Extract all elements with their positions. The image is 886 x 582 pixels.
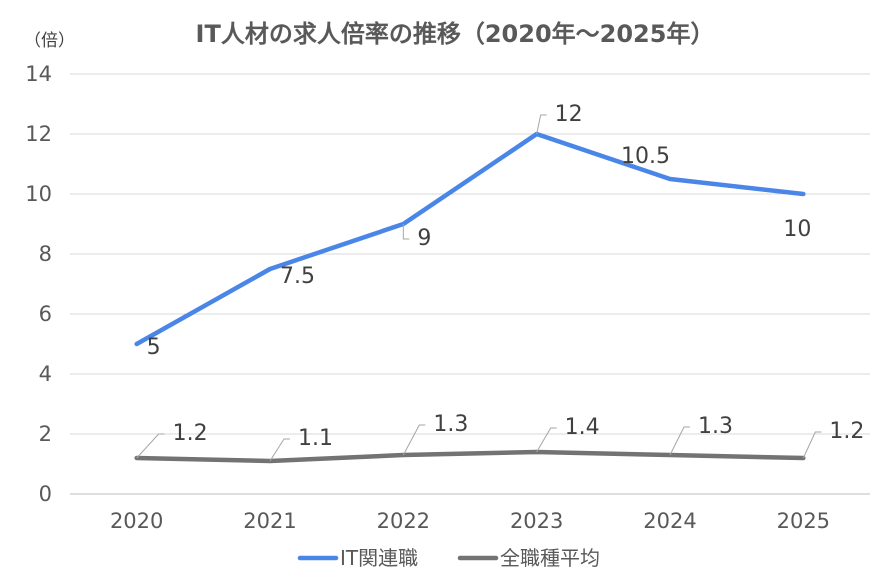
legend: IT関連職 全職種平均	[297, 546, 600, 570]
data-label-leader	[669, 426, 690, 456]
x-tick-label: 2022	[377, 509, 430, 533]
data-label: 9	[417, 226, 431, 251]
x-axis-ticks: 2020 2021 2022 2023 2024 2025	[110, 509, 830, 533]
series-lines	[134, 131, 806, 464]
y-tick-label: 0	[39, 482, 52, 506]
x-tick-label: 2023	[510, 509, 563, 533]
data-label-leader	[802, 431, 822, 459]
gridlines	[70, 73, 870, 495]
y-tick-label: 2	[39, 422, 52, 446]
series-line-0	[134, 131, 806, 347]
y-tick-label: 6	[39, 302, 52, 326]
data-label: 10.5	[621, 144, 670, 169]
x-tick-label: 2025	[777, 509, 830, 533]
legend-label: 全職種平均	[500, 546, 600, 570]
data-label-leader	[536, 427, 557, 453]
data-label: 1.3	[698, 414, 733, 439]
data-label: 1.4	[565, 415, 600, 440]
data-label-leader	[136, 433, 165, 459]
y-tick-label: 8	[39, 242, 52, 266]
y-axis-ticks: 0 2 4 6 8 10 12 14	[25, 62, 52, 506]
series-line-1	[134, 449, 806, 464]
data-label: 7.5	[280, 264, 315, 289]
data-label-leader	[269, 438, 290, 462]
y-tick-label: 12	[25, 122, 52, 146]
y-tick-label: 4	[39, 362, 52, 386]
data-label: 10	[783, 217, 811, 242]
data-label: 1.2	[173, 421, 208, 446]
chart-title: IT人材の求人倍率の推移（2020年～2025年）	[196, 20, 715, 48]
data-label: 1.2	[829, 419, 864, 444]
data-label: 1.1	[298, 426, 333, 451]
y-axis-unit-label: （倍）	[24, 31, 75, 51]
data-label: 1.3	[433, 412, 468, 437]
x-tick-label: 2024	[643, 509, 696, 533]
x-tick-label: 2020	[110, 509, 163, 533]
data-label: 5	[147, 335, 161, 360]
data-labels: 5 7.5 9 12 10.5 10 1.2 1.1 1.3 1.4 1.3 1.2	[136, 102, 864, 462]
data-label-leader	[402, 424, 426, 456]
data-label-leader	[402, 224, 410, 240]
data-label: 12	[555, 102, 583, 127]
x-tick-label: 2021	[243, 509, 296, 533]
y-tick-label: 10	[25, 182, 52, 206]
data-label-leader	[536, 114, 547, 135]
y-tick-label: 14	[25, 62, 52, 86]
legend-label: IT関連職	[340, 546, 418, 570]
